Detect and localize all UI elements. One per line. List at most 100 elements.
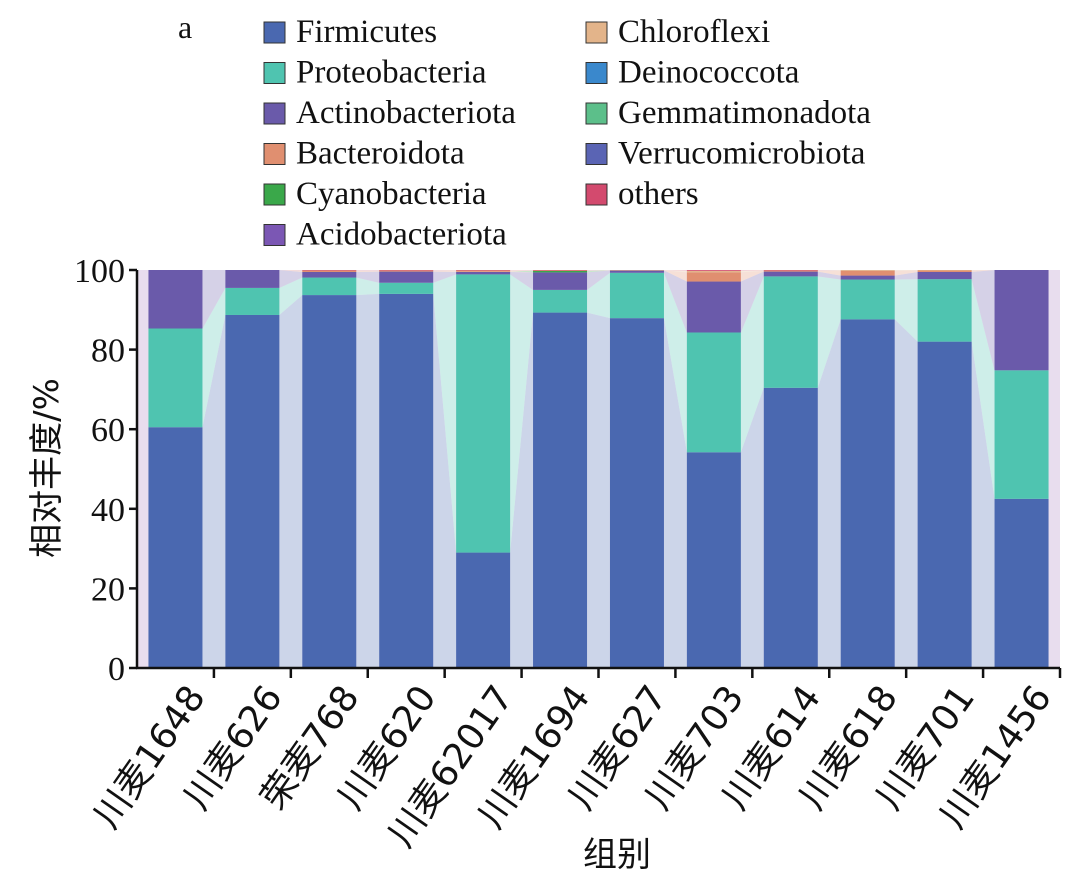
bar-segment-others <box>686 270 741 271</box>
bar-segment-actinobacteriota <box>994 270 1049 371</box>
bar-segment-actinobacteriota <box>379 271 434 283</box>
legend-swatch-firmicutes <box>263 21 286 44</box>
legend-swatch-cyanobacteria <box>263 183 286 206</box>
bar-segment-firmicutes <box>917 341 972 668</box>
legend-swatch-gemmatimonadota <box>585 102 608 125</box>
bar-segment-bacteroidota <box>379 270 434 272</box>
legend-label-actinobacteriota: Actinobacteriota <box>296 95 516 131</box>
connector-bacteroidota <box>971 270 995 272</box>
legend-swatch-others <box>585 183 608 206</box>
bar-segment-firmicutes <box>225 314 280 668</box>
bar-segment-actinobacteriota <box>917 271 972 280</box>
connector-chloroflexi <box>587 270 610 271</box>
x-category-label: 川麦1648 <box>86 678 213 836</box>
connector-proteobacteria <box>279 277 303 315</box>
bar-segment-firmicutes <box>379 293 434 668</box>
legend-label-cyanobacteria: Cyanobacteria <box>296 176 487 212</box>
connector-bacteroidota <box>279 270 303 272</box>
y-tick-label: 20 <box>91 571 125 608</box>
bar-segment-chloroflexi <box>533 270 588 271</box>
bar-segment-actinobacteriota <box>225 270 280 288</box>
connector-proteobacteria <box>356 277 380 296</box>
connector-bacteroidota <box>433 270 457 272</box>
connector-actinobacteriota <box>663 270 687 333</box>
bar-segment-chloroflexi <box>686 270 741 273</box>
y-tick-label: 80 <box>91 333 125 370</box>
connector-bacteroidota <box>740 270 764 282</box>
legend-swatch-bacteroidota <box>263 143 286 165</box>
bar-segment-actinobacteriota <box>302 271 357 278</box>
bar-segment-firmicutes <box>840 319 895 668</box>
legend-swatch-acidobacteriota <box>263 224 286 246</box>
connector-chloroflexi <box>894 270 918 271</box>
connector-proteobacteria <box>971 279 995 499</box>
connector-actinobacteriota <box>279 270 303 288</box>
connector-firmicutes <box>971 341 995 668</box>
connector-actinobacteriota <box>894 271 918 280</box>
bar-segment-bacteroidota <box>686 272 741 282</box>
legend: Firmicutes Proteobacteria Actinobacteriota… <box>263 14 871 253</box>
y-axis-title: 相对丰度/% <box>27 378 67 558</box>
bar-segment-firmicutes <box>302 295 357 668</box>
connector-firmicutes <box>279 295 303 668</box>
bar-segment-actinobacteriota <box>533 272 588 290</box>
bar-segment-bacteroidota <box>456 271 511 272</box>
connector-bacteroidota <box>510 271 534 273</box>
connector-cyanobacteria <box>587 270 610 273</box>
connector-proteobacteria <box>663 272 687 453</box>
bar-segment-firmicutes <box>994 498 1049 668</box>
connector-proteobacteria <box>587 272 610 319</box>
bar-segment-proteobacteria <box>840 279 895 320</box>
bar-segment-bacteroidota <box>763 270 818 272</box>
connector-firmicutes <box>202 314 226 668</box>
bar-segment-chloroflexi <box>456 270 511 272</box>
legend-label-verrucomicrobiota: Verrucomicrobiota <box>618 136 866 172</box>
legend-label-proteobacteria: Proteobacteria <box>296 55 487 91</box>
connector-actinobacteriota <box>356 271 380 283</box>
bar-segment-proteobacteria <box>917 279 972 342</box>
connector-proteobacteria <box>433 274 457 553</box>
y-ticks: 0 20 40 60 80 100 <box>74 253 137 688</box>
bar-segment-actinobacteriota <box>686 281 741 333</box>
connector-chloroflexi <box>817 270 841 271</box>
legend-swatch-actinobacteriota <box>263 102 286 125</box>
connector-chloroflexi <box>433 270 457 272</box>
bar-segment-actinobacteriota <box>840 275 895 280</box>
legend-swatch-verrucomicrobiota <box>585 143 608 165</box>
y-tick-label: 100 <box>74 253 125 290</box>
connector-others <box>663 270 687 271</box>
connector-bacteroidota <box>817 270 841 276</box>
connector-others <box>740 270 764 271</box>
bar-segment-firmicutes <box>609 318 664 668</box>
connector-proteobacteria <box>510 274 534 553</box>
legend-swatch-proteobacteria <box>263 62 286 84</box>
legend-label-acidobacteriota: Acidobacteriota <box>296 217 507 253</box>
connector-bacteroidota <box>894 270 918 276</box>
legend-swatch-chloroflexi <box>585 21 608 44</box>
legend-label-others: others <box>618 176 699 212</box>
bar-segment-firmicutes <box>533 312 588 668</box>
bar-segment-chloroflexi <box>609 270 664 271</box>
bar-segment-others <box>456 270 511 271</box>
band-connectors <box>137 270 1060 668</box>
connector-proteobacteria <box>817 276 841 388</box>
x-ticks: 川麦1648川麦626荣麦768川麦620川麦62017川麦1694川麦627川… <box>86 668 1062 855</box>
legend-label-gemmatimonadota: Gemmatimonadota <box>618 95 871 131</box>
bar-segment-firmicutes <box>456 552 511 668</box>
connector-chloroflexi <box>663 270 687 273</box>
connector-firmicutes <box>663 318 687 668</box>
connector-proteobacteria <box>894 279 918 342</box>
bar-segment-others <box>379 270 434 271</box>
bar-segment-actinobacteriota <box>456 271 511 275</box>
legend-label-bacteroidota: Bacteroidota <box>296 136 465 172</box>
legend-swatch-deinococcota <box>585 62 608 84</box>
connector-actinobacteriota <box>433 271 457 283</box>
bar-segment-actinobacteriota <box>609 270 664 273</box>
connector-firmicutes <box>740 387 764 668</box>
bar-segment-proteobacteria <box>456 274 511 553</box>
bar-segment-chloroflexi <box>763 270 818 271</box>
connector-actinobacteriota <box>587 270 610 290</box>
legend-label-firmicutes: Firmicutes <box>296 14 437 50</box>
bar-segment-bacteroidota <box>840 270 895 276</box>
